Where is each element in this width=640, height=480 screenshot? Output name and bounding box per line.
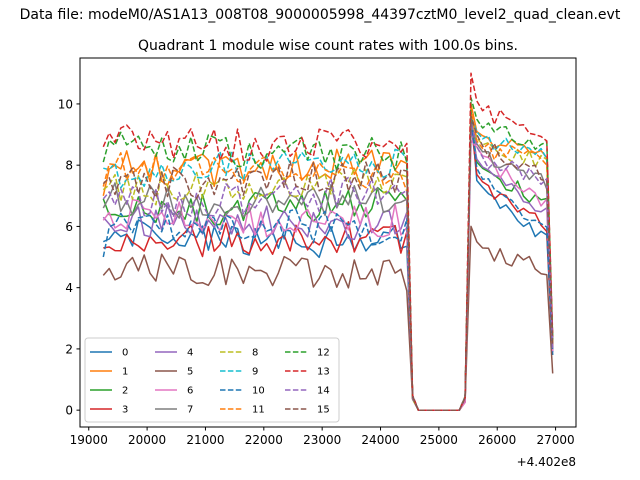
legend-label-14: 14	[317, 386, 330, 397]
legend-label-0: 0	[122, 348, 128, 359]
legend-label-13: 13	[317, 367, 330, 378]
series-line-13	[102, 72, 554, 411]
y-axis: 0 2 4 6 8 10	[58, 97, 80, 418]
figure-suptitle: Data file: modeM0/AS1A13_008T08_90000059…	[20, 7, 621, 23]
x-tick-label: 21000	[186, 433, 224, 447]
legend-label-3: 3	[122, 405, 128, 416]
legend-label-15: 15	[317, 405, 330, 416]
chart-title: Quadrant 1 module wise count rates with …	[138, 38, 518, 54]
x-offset-label: +4.402e8	[517, 455, 576, 469]
y-tick-label: 2	[65, 342, 73, 356]
legend-label-4: 4	[187, 348, 193, 359]
legend-box	[84, 337, 340, 423]
legend-label-7: 7	[187, 405, 193, 416]
series-line-1	[102, 103, 554, 411]
legend-label-9: 9	[252, 367, 258, 378]
x-tick-label: 23000	[303, 433, 341, 447]
series-line-5	[102, 225, 554, 411]
series-line-3	[103, 121, 554, 411]
legend-label-11: 11	[252, 405, 265, 416]
series-line-11	[102, 109, 554, 411]
y-tick-label: 10	[58, 97, 73, 111]
legend-label-12: 12	[317, 348, 330, 359]
legend-label-2: 2	[122, 386, 128, 397]
series-line-8	[102, 115, 554, 411]
x-axis: 19000 20000 21000 22000 23000 24000 25000 26000…	[70, 427, 575, 447]
series-line-9	[103, 115, 554, 411]
x-tick-label: 22000	[245, 433, 283, 447]
series-line-7	[102, 121, 554, 411]
series-line-12	[102, 97, 554, 411]
x-tick-label: 19000	[70, 433, 108, 447]
series-line-15	[102, 115, 554, 411]
legend-label-1: 1	[122, 367, 128, 378]
x-tick-label: 27000	[536, 433, 574, 447]
y-tick-label: 4	[65, 281, 73, 295]
axes-frame	[79, 57, 577, 428]
x-tick-label: 20000	[128, 433, 166, 447]
legend-label-8: 8	[252, 348, 258, 359]
x-tick-label: 25000	[420, 433, 458, 447]
legend-label-5: 5	[187, 367, 193, 378]
y-tick-label: 6	[65, 220, 73, 234]
x-tick-label: 24000	[361, 433, 399, 447]
y-tick-label: 8	[65, 159, 73, 173]
series-line-0	[102, 109, 554, 411]
legend-label-6: 6	[187, 386, 193, 397]
legend-label-10: 10	[252, 386, 265, 397]
series-line-10	[102, 118, 554, 411]
plot-lines	[102, 72, 554, 411]
series-line-14	[102, 121, 554, 411]
x-tick-label: 26000	[478, 433, 516, 447]
series-line-4	[102, 127, 554, 411]
y-tick-label: 0	[65, 404, 73, 418]
